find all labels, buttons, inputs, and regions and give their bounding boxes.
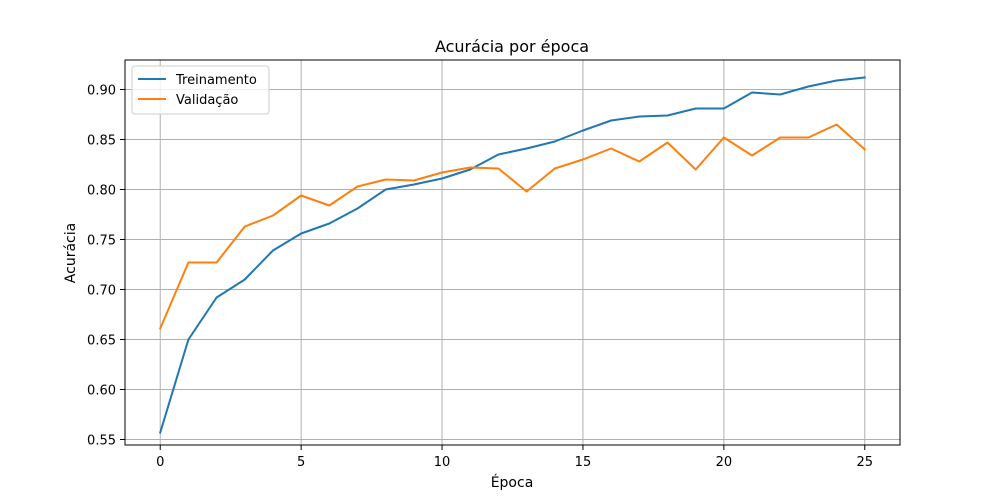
x-axis-label: Época bbox=[491, 474, 534, 491]
x-tick-label: 5 bbox=[297, 455, 305, 470]
x-axis-ticks: 0 5 10 15 20 25 bbox=[156, 445, 873, 470]
y-tick-label: 0.75 bbox=[87, 234, 116, 249]
x-tick-label: 0 bbox=[156, 455, 164, 470]
y-axis-ticks: 0.55 0.60 0.65 0.70 0.75 0.80 0.85 0.90 bbox=[87, 84, 125, 449]
y-tick-label: 0.55 bbox=[87, 434, 116, 449]
y-tick-label: 0.80 bbox=[87, 184, 116, 199]
y-tick-label: 0.90 bbox=[87, 84, 116, 99]
x-tick-label: 15 bbox=[575, 455, 592, 470]
legend-label-treinamento: Treinamento bbox=[175, 73, 257, 88]
y-axis-label: Acurácia bbox=[63, 223, 79, 283]
series-line-validacao bbox=[158, 123, 867, 330]
legend-box bbox=[131, 65, 270, 115]
series-line-treinamento bbox=[158, 76, 866, 434]
y-tick-label: 0.65 bbox=[87, 334, 116, 349]
legend: Treinamento Validação bbox=[131, 65, 270, 115]
y-tick-label: 0.70 bbox=[87, 284, 116, 299]
y-tick-label: 0.85 bbox=[87, 134, 116, 149]
chart-title: Acurácia por época bbox=[435, 37, 589, 56]
grid-lines bbox=[125, 60, 900, 445]
x-tick-label: 20 bbox=[716, 455, 733, 470]
x-tick-label: 25 bbox=[856, 455, 873, 470]
plot-frame bbox=[124, 59, 901, 446]
x-tick-label: 10 bbox=[434, 455, 451, 470]
legend-label-validacao: Validação bbox=[176, 93, 238, 108]
y-tick-label: 0.60 bbox=[87, 384, 116, 399]
series-lines bbox=[158, 76, 867, 434]
